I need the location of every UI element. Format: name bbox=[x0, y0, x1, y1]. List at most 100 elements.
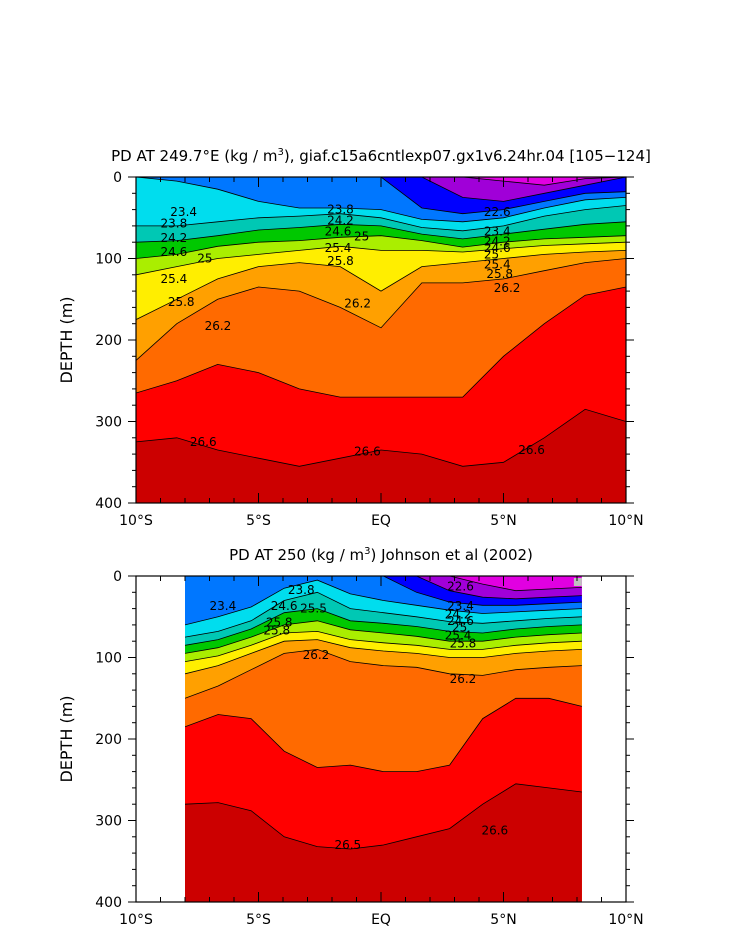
contour-line-22-6 bbox=[185, 576, 582, 600]
contour-line-23-4 bbox=[185, 579, 582, 626]
contour-label: 26.6 bbox=[190, 435, 217, 449]
chart-title: PD AT 250 (kg / m3) Johnson et al (2002) bbox=[229, 546, 533, 564]
contour-label: 23.4 bbox=[447, 599, 474, 613]
chart-panel-1: 23.423.824.224.6 2525.425.826.223.824.224… bbox=[57, 147, 651, 529]
contour-label: 23.8 bbox=[161, 217, 188, 231]
contour-fills bbox=[185, 576, 582, 902]
contour-label: 26.6 bbox=[518, 443, 545, 457]
x-tick-label: 5°S bbox=[246, 912, 271, 928]
contour-label: 25.4 bbox=[325, 241, 352, 255]
contour-label: 26.2 bbox=[205, 319, 232, 333]
y-tick-label: 100 bbox=[95, 651, 122, 667]
title-rest: ) Johnson et al (2002) bbox=[371, 546, 533, 564]
contour-line-24-6 bbox=[185, 620, 582, 654]
title-superscript: 3 bbox=[277, 147, 283, 158]
x-tick-label: 10°N bbox=[608, 912, 643, 928]
contour-line-22-2 bbox=[136, 177, 626, 186]
x-tick-label: 10°S bbox=[119, 912, 153, 928]
y-tick-label: 100 bbox=[95, 252, 122, 268]
title-rest: ), giaf.c15a6cntlexp07.gx1v6.24hr.04 [10… bbox=[284, 147, 651, 165]
contour-label: 26.5 bbox=[334, 838, 361, 852]
contour-fill-26-6 bbox=[136, 409, 626, 503]
y-tick-label: 400 bbox=[95, 496, 122, 512]
contour-fill-26-2 bbox=[136, 287, 626, 503]
contour-line-23-8 bbox=[136, 205, 626, 232]
x-tick-label: EQ bbox=[371, 513, 391, 529]
contour-fill-26-6 bbox=[185, 783, 582, 902]
contour-label: 25 bbox=[452, 620, 467, 634]
contour-label: 25.8 bbox=[168, 295, 195, 309]
contour-label: 25 bbox=[354, 230, 369, 244]
contour-line-24-6 bbox=[136, 235, 626, 259]
chart-title: PD AT 249.7°E (kg / m3), giaf.c15a6cntle… bbox=[111, 147, 651, 165]
y-axis-label: DEPTH (m) bbox=[57, 695, 76, 782]
contour-label: 26.6 bbox=[481, 823, 508, 837]
y-tick-label: 300 bbox=[95, 415, 122, 431]
contour-label: 23.8 bbox=[327, 203, 354, 217]
contour-label: 24.6 bbox=[325, 225, 352, 239]
contour-label: 25.8 bbox=[263, 624, 290, 638]
contour-label: 24.2 bbox=[161, 231, 188, 245]
contour-label: 25.4 bbox=[484, 257, 511, 271]
contour-label: 26.2 bbox=[303, 648, 330, 662]
contour-line-25-8 bbox=[136, 258, 626, 361]
contour-line-25 bbox=[136, 241, 626, 276]
y-axis-label: DEPTH (m) bbox=[57, 296, 76, 383]
title-main: PD AT 250 (kg / m bbox=[229, 546, 364, 564]
contour-label: 22.6 bbox=[484, 205, 511, 219]
contour-label: 23.8 bbox=[288, 583, 315, 597]
chart-panel-2: 23.423.824.625.825.525.826.222.623.424.2… bbox=[57, 546, 644, 928]
contour-label: 25 bbox=[484, 248, 499, 262]
contour-label: 25.5 bbox=[300, 602, 327, 616]
x-tick-label: 10°S bbox=[119, 513, 153, 529]
contour-line-25-8 bbox=[185, 648, 582, 699]
x-tick-label: 5°N bbox=[490, 513, 516, 529]
contour-label: 24.6 bbox=[271, 599, 298, 613]
contour-line-25 bbox=[185, 630, 582, 662]
contour-line-24-2 bbox=[136, 221, 626, 243]
contour-line-25-4 bbox=[185, 639, 582, 675]
x-tick-label: 5°S bbox=[246, 513, 271, 529]
contour-line-22-2 bbox=[185, 576, 582, 592]
title-main: PD AT 249.7°E (kg / m bbox=[111, 147, 277, 165]
contour-label: 25 bbox=[197, 252, 212, 266]
contour-label: 23.4 bbox=[210, 599, 237, 613]
contour-line-24-2 bbox=[185, 608, 582, 646]
x-tick-label: EQ bbox=[371, 912, 391, 928]
contour-label: 23.4 bbox=[170, 205, 197, 219]
contour-line-26-6 bbox=[185, 783, 582, 850]
title-superscript: 3 bbox=[364, 546, 370, 557]
contour-label: 26.2 bbox=[344, 296, 371, 310]
contour-label: 24.2 bbox=[327, 213, 354, 227]
contour-label: 25.8 bbox=[486, 267, 513, 281]
missing-data-patch bbox=[573, 578, 582, 586]
y-tick-label: 400 bbox=[95, 895, 122, 911]
contour-line-22-6 bbox=[136, 177, 626, 202]
contour-label: 26.6 bbox=[354, 445, 381, 459]
contour-label: 25.4 bbox=[445, 629, 472, 643]
contour-line-23-8 bbox=[185, 591, 582, 638]
y-tick-label: 200 bbox=[95, 732, 122, 748]
contour-label: 24.6 bbox=[484, 241, 511, 255]
contour-label: 25.8 bbox=[266, 616, 293, 630]
contour-line-23 bbox=[136, 177, 626, 215]
y-tick-label: 300 bbox=[95, 814, 122, 830]
contour-line-23-4 bbox=[136, 177, 626, 223]
contour-label: 24.2 bbox=[484, 234, 511, 248]
contour-label: 24.6 bbox=[447, 614, 474, 628]
y-tick-label: 200 bbox=[95, 333, 122, 349]
contour-line-23 bbox=[185, 576, 582, 606]
contour-label: 26.2 bbox=[450, 672, 477, 686]
contour-label: 22.6 bbox=[447, 580, 474, 594]
contour-label: 25.4 bbox=[161, 272, 188, 286]
contour-label: 24.6 bbox=[161, 245, 188, 259]
x-tick-label: 10°N bbox=[608, 513, 643, 529]
contour-label: 23.4 bbox=[484, 225, 511, 239]
contour-label: 25.8 bbox=[450, 637, 477, 651]
contour-line-26-2 bbox=[185, 697, 582, 772]
y-tick-label: 0 bbox=[113, 170, 122, 186]
contour-line-26-2 bbox=[136, 286, 626, 398]
contour-label: 25.8 bbox=[327, 254, 354, 268]
